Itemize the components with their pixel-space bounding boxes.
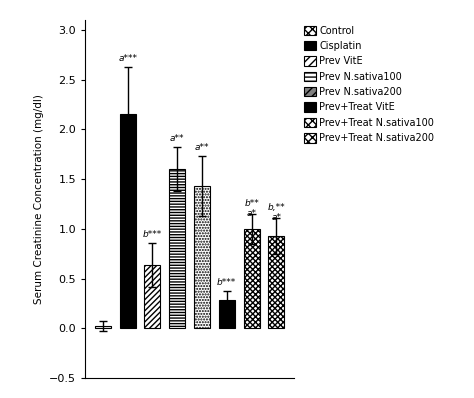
- Text: a**: a**: [170, 134, 184, 143]
- Text: b,**: b,**: [267, 203, 285, 212]
- Text: a***: a***: [118, 54, 137, 63]
- Bar: [244, 229, 260, 328]
- Bar: [268, 236, 284, 328]
- Text: a*: a*: [271, 213, 282, 222]
- Bar: [145, 265, 161, 328]
- Text: b***: b***: [217, 277, 237, 287]
- Bar: [219, 300, 235, 328]
- Text: a**: a**: [195, 143, 209, 152]
- Bar: [119, 115, 136, 328]
- Text: b***: b***: [143, 230, 162, 239]
- Bar: [95, 326, 111, 328]
- Legend: Control, Cisplatin, Prev VitE, Prev N.sativa100, Prev N.sativa200, Prev+Treat Vi: Control, Cisplatin, Prev VitE, Prev N.sa…: [303, 25, 436, 144]
- Text: a*: a*: [246, 209, 256, 218]
- Y-axis label: Serum Creatinine Concentration (mg/dl): Serum Creatinine Concentration (mg/dl): [34, 94, 44, 304]
- Bar: [169, 169, 185, 328]
- Text: b**: b**: [244, 199, 259, 208]
- Bar: [194, 186, 210, 328]
